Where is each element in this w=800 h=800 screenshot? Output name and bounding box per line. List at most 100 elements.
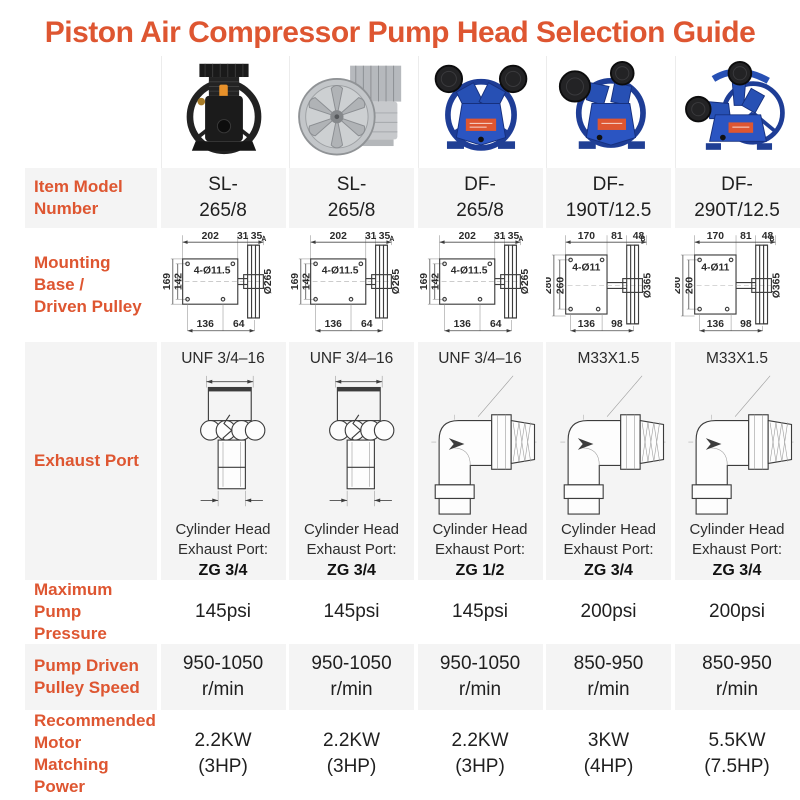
power-value: 5.5KW (7.5HP) [674, 710, 800, 798]
model-value: DF- 265/8 [417, 168, 543, 228]
speed-value: 850-950 r/min [546, 644, 671, 710]
svg-text:136: 136 [578, 319, 595, 330]
svg-text:31: 31 [493, 231, 505, 242]
pressure-value: 200psi [546, 580, 671, 644]
svg-text:81: 81 [611, 231, 623, 242]
svg-text:A: A [261, 236, 266, 243]
exhaust-cell: UNF 3/4–16 Cylinder Head Exhaust Port: Z… [417, 342, 543, 580]
exhaust-port-value: ZG 3/4 [198, 561, 248, 579]
blue-v-twin-illustration [434, 64, 527, 151]
svg-text:4-Ø11.5: 4-Ø11.5 [450, 266, 487, 277]
svg-text:A: A [389, 236, 394, 243]
svg-text:280: 280 [546, 277, 554, 294]
mounting-drawing-cell: 202 31 35 169 142 4-Ø11.5 A Ø265 136 6 [417, 228, 543, 342]
exhaust-port-value: ZG 1/2 [455, 561, 505, 579]
exhaust-thread-size: UNF 3/4–16 [181, 350, 265, 367]
exhaust-note: Cylinder Head Exhaust Port: [303, 521, 400, 558]
svg-text:Ø265: Ø265 [391, 269, 402, 295]
svg-text:B: B [769, 236, 774, 243]
exhaust-port-value: ZG 3/4 [584, 561, 633, 579]
svg-text:48: 48 [633, 231, 645, 242]
svg-text:136: 136 [196, 319, 213, 330]
exhaust-note: Cylinder Head Exhaust Port: [689, 521, 785, 558]
elbow-fitting-drawing [431, 375, 537, 515]
pressure-value: 145psi [160, 580, 286, 644]
exhaust-cell: M33X1.5 Cylinder Head Exhaust Port: ZG 3… [546, 342, 671, 580]
svg-text:4-Ø11: 4-Ø11 [572, 263, 600, 274]
product-image-silver-pump [289, 56, 414, 168]
svg-text:4-Ø11.5: 4-Ø11.5 [193, 266, 230, 277]
blue-v-twin-large-illustration [558, 60, 646, 149]
power-value: 2.2KW (3HP) [289, 710, 414, 798]
mounting-drawing-cell: 202 31 35 169 142 4-Ø11.5 A Ø265 136 6 [289, 228, 414, 342]
svg-text:35: 35 [250, 231, 262, 242]
speed-value: 950-1050 r/min [289, 644, 414, 710]
exhaust-note: Cylinder Head Exhaust Port: [432, 521, 528, 558]
mounting-drawing-cell: 170 81 48 280 260 4-Ø11 B Ø365 136 98 [674, 228, 800, 342]
row-label-exhaust: Exhaust Port [25, 342, 157, 580]
svg-text:202: 202 [458, 231, 475, 242]
pressure-value: 145psi [417, 580, 543, 644]
exhaust-cell: UNF 3/4–16 Cylinder Head Exhaust Port: [289, 342, 414, 580]
svg-text:202: 202 [330, 231, 347, 242]
svg-text:170: 170 [706, 231, 723, 242]
exhaust-thread-size: UNF 3/4–16 [438, 350, 522, 367]
exhaust-thread-size: M33X1.5 [705, 350, 769, 367]
image-row-spacer [25, 56, 157, 168]
svg-text:4-Ø11.5: 4-Ø11.5 [322, 266, 359, 277]
row-label-model: Item Model Number [25, 168, 157, 228]
mounting-base-drawing: 170 81 48 280 260 4-Ø11 B Ø365 136 98 [546, 231, 653, 333]
straight-fitting-drawing [328, 375, 394, 507]
pressure-value: 145psi [289, 580, 414, 644]
svg-text:169: 169 [290, 273, 301, 290]
svg-text:136: 136 [706, 319, 723, 330]
row-label-power: Recommended Motor Matching Power [25, 710, 157, 798]
model-value: DF- 290T/12.5 [674, 168, 800, 228]
product-image-blue-w-triple [674, 56, 800, 168]
row-label-mounting: Mounting Base / Driven Pulley [25, 228, 157, 342]
mounting-drawing-cell: 170 81 48 280 260 4-Ø11 B Ø365 136 98 [546, 228, 671, 342]
svg-text:Ø265: Ø265 [263, 269, 274, 295]
svg-text:35: 35 [379, 231, 391, 242]
svg-text:31: 31 [236, 231, 248, 242]
exhaust-note: Cylinder Head Exhaust Port: [560, 521, 657, 558]
svg-text:4-Ø11: 4-Ø11 [701, 263, 729, 274]
svg-text:202: 202 [201, 231, 218, 242]
row-label-pressure: Maximum Pump Pressure [25, 580, 157, 644]
svg-text:64: 64 [490, 319, 502, 330]
page-title: Piston Air Compressor Pump Head Selectio… [44, 16, 756, 49]
svg-text:98: 98 [611, 319, 623, 330]
svg-text:170: 170 [578, 231, 595, 242]
svg-text:Ø365: Ø365 [771, 273, 782, 299]
model-value: DF- 190T/12.5 [546, 168, 671, 228]
elbow-fitting-drawing [559, 375, 665, 515]
model-value: SL- 265/8 [289, 168, 414, 228]
pressure-value: 200psi [674, 580, 800, 644]
exhaust-note: Cylinder Head Exhaust Port: [175, 521, 271, 558]
power-value: 3KW (4HP) [546, 710, 671, 798]
svg-text:81: 81 [740, 231, 752, 242]
comparison-table: Item Model Number SL- 265/8 SL- 265/8 DF- 2… [25, 56, 800, 798]
straight-fitting-drawing [200, 375, 266, 507]
power-value: 2.2KW (3HP) [417, 710, 543, 798]
silver-pump-illustration [298, 65, 402, 156]
mounting-drawing-cell: 202 31 35 169 142 4-Ø11.5 A Ø265 136 6 [160, 228, 286, 342]
elbow-fitting-drawing [688, 375, 794, 515]
svg-text:169: 169 [161, 273, 172, 290]
black-pump-illustration [186, 63, 261, 155]
exhaust-thread-size: UNF 3/4–16 [309, 350, 394, 367]
blue-w-triple-illustration [684, 60, 785, 150]
mounting-base-drawing: 170 81 48 280 260 4-Ø11 B Ø365 136 98 [675, 231, 782, 333]
speed-value: 950-1050 r/min [160, 644, 286, 710]
svg-text:48: 48 [761, 231, 773, 242]
svg-text:35: 35 [507, 231, 519, 242]
svg-text:169: 169 [418, 273, 429, 290]
svg-text:B: B [640, 236, 645, 243]
row-label-speed: Pump Driven Pulley Speed [25, 644, 157, 710]
exhaust-cell: M33X1.5 Cylinder Head Exhaust Port: ZG 3… [674, 342, 800, 580]
mounting-base-drawing: 202 31 35 169 142 4-Ø11.5 A Ø265 136 6 [161, 231, 274, 333]
svg-text:64: 64 [361, 319, 373, 330]
exhaust-port-value: ZG 3/4 [327, 561, 376, 579]
svg-text:Ø265: Ø265 [520, 269, 531, 295]
